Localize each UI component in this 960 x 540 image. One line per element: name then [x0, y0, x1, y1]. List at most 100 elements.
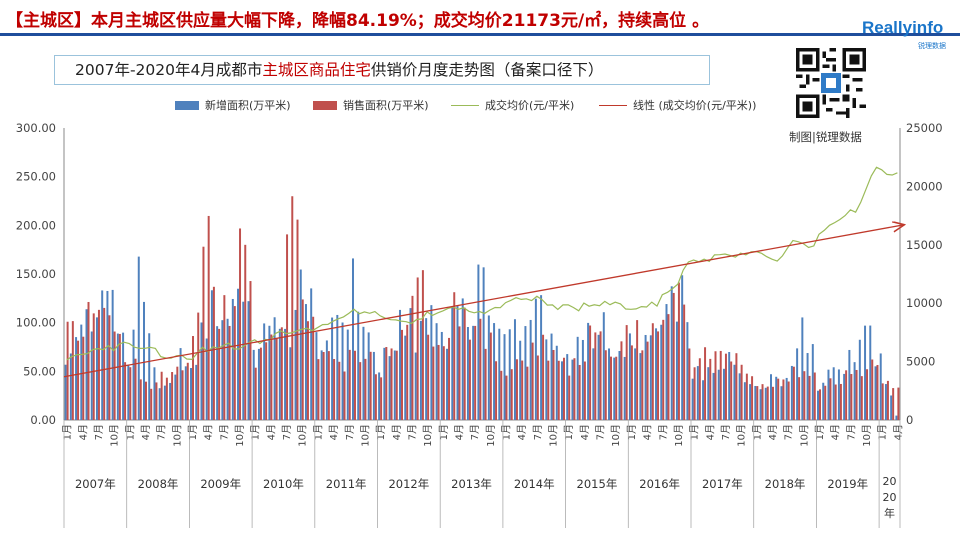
supply-bar: [111, 289, 114, 420]
sales-bar: [103, 307, 106, 420]
x-year-label: 2010年: [263, 477, 304, 491]
x-month-tick-label: 4月: [892, 424, 904, 440]
supply-bar: [566, 354, 569, 420]
legend-swatch-supply: [175, 100, 199, 110]
supply-bar: [221, 320, 224, 420]
sales-bar: [839, 383, 842, 420]
x-month-tick-label: 7月: [595, 424, 607, 440]
sales-bar: [792, 366, 795, 420]
supply-bar: [320, 350, 323, 420]
sales-bar: [228, 325, 231, 420]
supply-bar: [252, 349, 255, 420]
sales-bar: [651, 323, 654, 420]
sales-bar: [615, 356, 618, 420]
sales-bar: [526, 366, 529, 420]
supply-bar: [435, 323, 438, 420]
sales-bar: [897, 387, 900, 420]
sales-bar: [845, 370, 848, 420]
supply-bar: [393, 350, 396, 420]
sales-bar: [484, 348, 487, 420]
sales-bar: [510, 369, 513, 420]
sales-bar: [327, 351, 330, 420]
sales-bar: [860, 376, 863, 420]
x-year-label: 2008年: [138, 477, 179, 491]
supply-bar: [608, 348, 611, 420]
supply-bar: [346, 329, 349, 420]
sales-bar: [66, 321, 69, 420]
supply-bar: [331, 317, 334, 420]
sales-bar: [646, 341, 649, 420]
sales-bar: [599, 331, 602, 420]
supply-bar: [64, 364, 67, 420]
sales-bar: [636, 320, 639, 420]
sales-bar: [667, 314, 670, 420]
supply-bar: [268, 325, 271, 420]
sales-bar: [829, 378, 832, 420]
x-month-tick-label: 1月: [563, 424, 575, 440]
sales-bar: [552, 349, 555, 420]
legend-label-trend: 线性 (成交均价(元/平米)): [633, 99, 757, 112]
sales-bar: [515, 359, 518, 420]
x-month-tick-label: 1月: [814, 424, 826, 440]
x-month-tick-label: 10月: [610, 424, 622, 447]
sales-bar: [630, 345, 633, 420]
sales-bar: [881, 383, 884, 420]
supply-bar: [618, 351, 621, 420]
supply-bar: [69, 353, 72, 420]
x-year-label: 2009年: [200, 477, 241, 491]
x-month-tick-label: 7月: [344, 424, 356, 440]
supply-bar: [712, 372, 715, 420]
sales-bar: [239, 228, 242, 420]
sales-bar: [437, 344, 440, 420]
sales-bar: [808, 375, 811, 420]
x-month-tick-label: 1月: [187, 424, 199, 440]
supply-bar: [226, 318, 229, 420]
legend-item-sales: 销售面积(万平米): [313, 97, 429, 113]
sales-bar: [270, 334, 273, 420]
supply-bar: [75, 337, 78, 420]
sales-bar: [672, 292, 675, 420]
sales-bar: [265, 342, 268, 420]
supply-bar: [237, 288, 240, 420]
supply-bar: [200, 322, 203, 420]
sales-bar: [479, 318, 482, 420]
supply-bar: [315, 332, 318, 420]
x-month-tick-label: 10月: [548, 424, 560, 447]
sales-bar: [871, 359, 874, 420]
supply-bar: [837, 369, 840, 420]
sales-bar: [369, 351, 372, 420]
sales-bar: [97, 309, 100, 420]
x-month-tick-label: 7月: [281, 424, 293, 440]
sales-bar: [855, 369, 858, 420]
supply-bar: [634, 348, 637, 420]
y-right-tick-label: 25000: [906, 121, 943, 135]
sales-bar: [803, 371, 806, 420]
x-month-tick-label: 10月: [485, 424, 497, 447]
supply-bar: [482, 267, 485, 420]
sales-bar: [155, 382, 158, 420]
supply-bar: [184, 366, 187, 420]
chart-title-post: 供销价月度走势图（备案口径下）: [370, 61, 604, 79]
supply-bar: [895, 415, 898, 420]
y-left-tick-label: 300.00: [16, 121, 56, 135]
x-month-tick-label: 4月: [453, 424, 465, 440]
supply-bar: [95, 317, 98, 420]
chart-title-pre: 2007年-2020年4月成都市: [75, 61, 263, 79]
sales-bar: [421, 270, 424, 420]
x-year-label: 2018年: [765, 477, 806, 491]
supply-bar: [545, 339, 548, 420]
sales-bar: [390, 348, 393, 420]
price-line: [66, 166, 898, 361]
sales-bar: [557, 360, 560, 420]
sales-bar: [317, 359, 320, 420]
supply-bar: [534, 298, 537, 420]
supply-bar: [879, 353, 882, 420]
sales-bar: [724, 353, 727, 420]
sales-bar: [416, 277, 419, 420]
x-year-label: 2013年: [451, 477, 492, 491]
sales-bar: [150, 388, 153, 420]
sales-bar: [573, 358, 576, 420]
sales-bar: [233, 306, 236, 420]
sales-bar: [442, 346, 445, 420]
